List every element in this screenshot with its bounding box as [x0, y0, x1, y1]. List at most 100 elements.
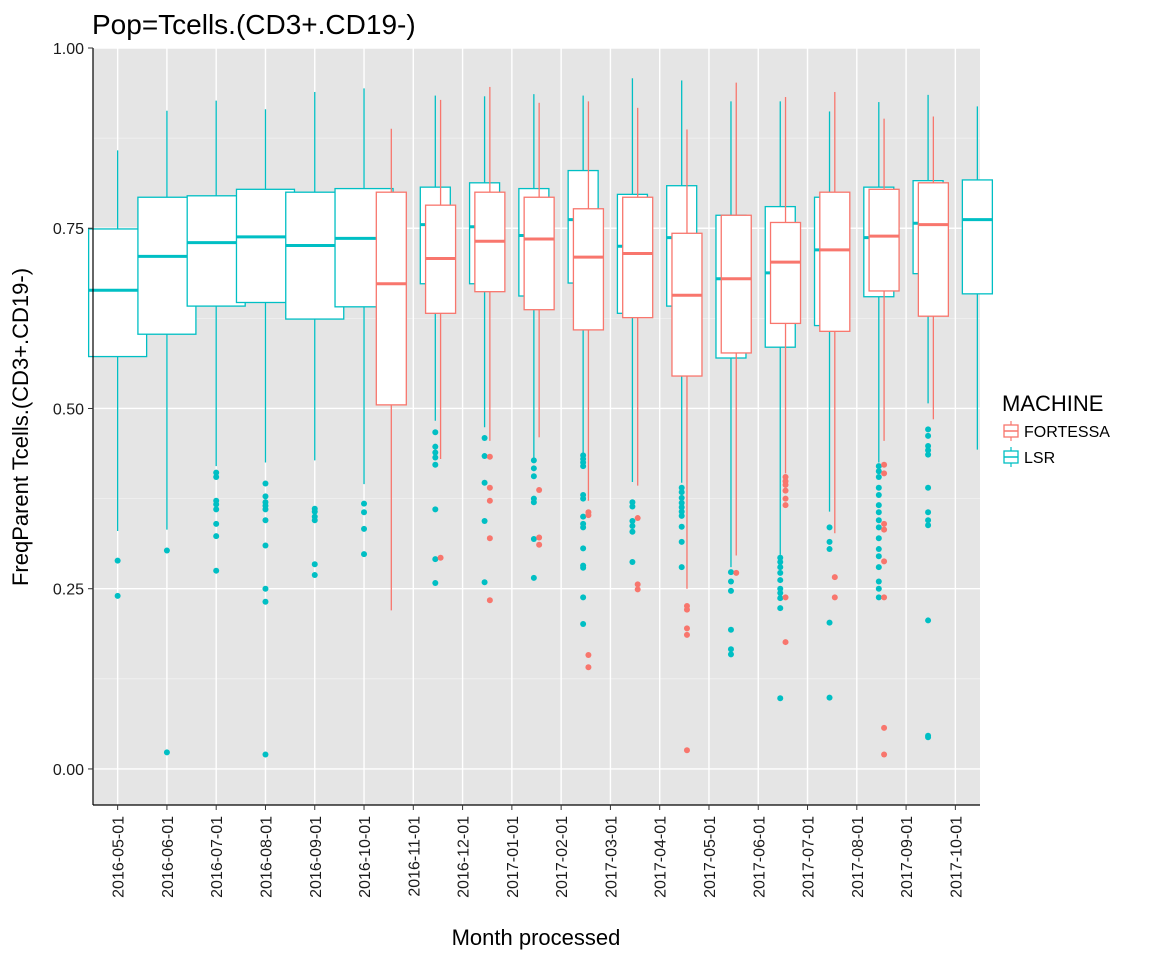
outlier-point [634, 586, 641, 593]
outlier-point [262, 598, 269, 605]
outlier-point [432, 443, 439, 450]
x-tick-label: 2017-04-01 [653, 816, 670, 898]
outlier-point [481, 435, 488, 442]
x-tick-label: 2016-05-01 [111, 816, 128, 898]
outlier-point [361, 551, 368, 558]
box-body [572, 208, 605, 331]
outlier-point [530, 465, 537, 472]
outlier-point [826, 538, 833, 545]
outlier-point [530, 499, 537, 506]
outlier-point [536, 486, 543, 493]
x-axis-title: Month processed [452, 925, 621, 950]
box-fortessa-2017-08-01 [819, 91, 851, 601]
box-body [285, 191, 345, 320]
outlier-point [585, 512, 592, 519]
outlier-point [875, 546, 882, 553]
outlier-point [678, 512, 685, 519]
box-body [523, 196, 555, 311]
outlier-point [875, 585, 882, 592]
outlier-point [925, 734, 932, 741]
y-tick-label: 0.75 [53, 221, 84, 238]
outlier-point [925, 617, 932, 624]
x-tick-label: 2016-12-01 [456, 816, 473, 898]
outlier-point [875, 491, 882, 498]
outlier-point [881, 594, 888, 601]
outlier-point [114, 592, 121, 599]
box-lsr-2016-09-01 [285, 91, 345, 579]
outlier-point [114, 557, 121, 564]
outlier-point [432, 556, 439, 563]
outlier-point [875, 524, 882, 531]
outlier-point [881, 461, 888, 468]
outlier-point [580, 463, 587, 470]
outlier-point [826, 694, 833, 701]
outlier-point [629, 559, 636, 566]
outlier-point [486, 535, 493, 542]
y-tick-label: 1.00 [53, 41, 84, 58]
outlier-point [213, 567, 220, 574]
box-body [769, 221, 802, 325]
box-body [622, 196, 654, 319]
box-body [917, 182, 950, 317]
outlier-point [678, 494, 685, 501]
outlier-point [925, 517, 932, 524]
x-tick-label: 2017-08-01 [850, 816, 867, 898]
outlier-point [678, 484, 685, 491]
x-tick-label: 2017-09-01 [899, 816, 916, 898]
outlier-point [486, 453, 493, 460]
outlier-point [683, 625, 690, 632]
box-fortessa-2017-02-01 [523, 102, 555, 548]
y-tick-label: 0.00 [53, 762, 84, 779]
box-fortessa-2017-06-01 [720, 82, 752, 576]
x-tick-label: 2017-01-01 [505, 816, 522, 898]
outlier-point [875, 517, 882, 524]
box-fortessa-2017-04-01 [622, 107, 654, 593]
box-lsr-2017-10-01 [961, 106, 994, 450]
x-tick-label: 2016-10-01 [357, 816, 374, 898]
outlier-point [432, 429, 439, 436]
outlier-point [881, 751, 888, 758]
outlier-point [678, 508, 685, 515]
outlier-point [536, 541, 543, 548]
outlier-point [727, 569, 734, 576]
outlier-point [782, 473, 789, 480]
outlier-point [782, 502, 789, 509]
outlier-point [881, 724, 888, 731]
outlier-point [530, 473, 537, 480]
chart-title: Pop=Tcells.(CD3+.CD19-) [92, 9, 416, 40]
outlier-point [481, 479, 488, 486]
outlier-point [875, 553, 882, 560]
outlier-point [580, 564, 587, 571]
x-tick-label: 2017-03-01 [603, 816, 620, 898]
box-body [671, 232, 703, 377]
outlier-point [213, 501, 220, 508]
legend-label: FORTESSA [1024, 424, 1110, 441]
outlier-point [683, 606, 690, 613]
outlier-point [925, 432, 932, 439]
plot-panel [93, 48, 980, 805]
outlier-point [678, 499, 685, 506]
x-tick-label: 2017-05-01 [702, 816, 719, 898]
outlier-point [727, 646, 734, 653]
outlier-point [678, 538, 685, 545]
outlier-point [580, 513, 587, 520]
outlier-point [629, 517, 636, 524]
box-lsr-2016-07-01 [186, 100, 246, 574]
outlier-point [213, 469, 220, 476]
outlier-point [678, 489, 685, 496]
outlier-point [481, 453, 488, 460]
outlier-point [727, 626, 734, 633]
box-fortessa-2017-07-01 [769, 97, 802, 646]
outlier-point [782, 487, 789, 494]
box-lsr-2016-05-01 [87, 150, 148, 599]
outlier-point [580, 524, 587, 531]
outlier-point [777, 695, 784, 702]
outlier-point [361, 525, 368, 532]
outlier-point [782, 594, 789, 601]
legend-title: MACHINE [1002, 391, 1103, 416]
outlier-point [678, 504, 685, 511]
y-axis-title: FreqParent Tcells.(CD3+.CD19-) [8, 268, 33, 586]
outlier-point [826, 619, 833, 626]
outlier-point [683, 747, 690, 754]
outlier-point [678, 564, 685, 571]
